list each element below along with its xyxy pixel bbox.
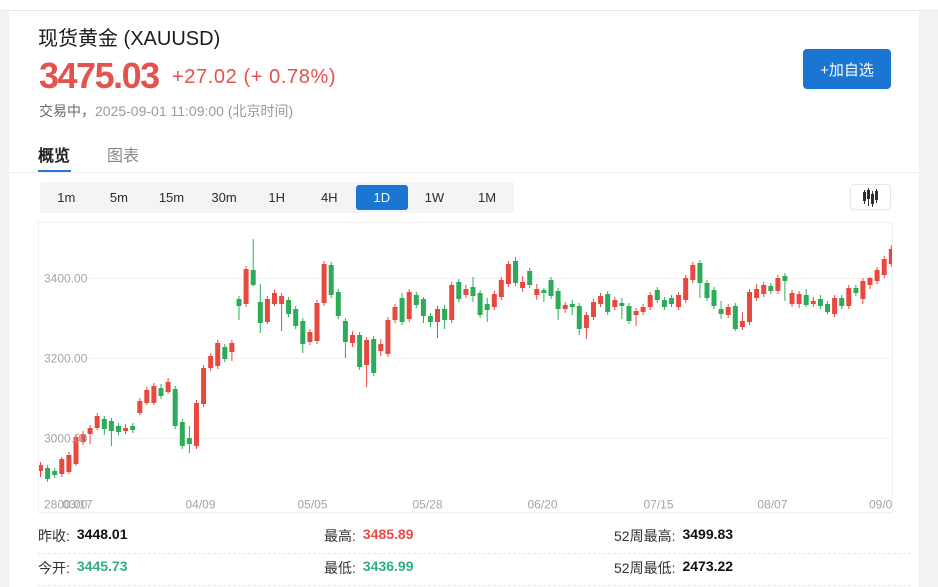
svg-text:07/15: 07/15 [643,498,673,512]
svg-text:09/01: 09/01 [869,498,892,512]
svg-text:3400.00: 3400.00 [44,272,88,286]
svg-text:3200.00: 3200.00 [44,352,88,366]
svg-text:06/20: 06/20 [527,498,557,512]
svg-text:05/05: 05/05 [297,498,327,512]
svg-text:08/07: 08/07 [757,498,787,512]
svg-text:03/17: 03/17 [62,498,92,512]
svg-text:2800.00: 2800.00 [44,498,88,512]
svg-text:04/09: 04/09 [185,498,215,512]
svg-text:05/28: 05/28 [412,498,442,512]
svg-text:3000.00: 3000.00 [44,432,88,446]
